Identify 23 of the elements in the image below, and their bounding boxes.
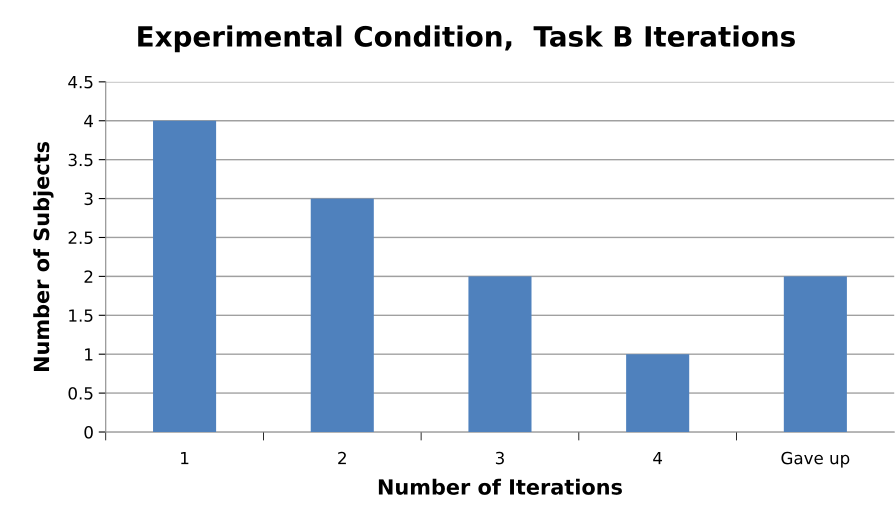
x-tick-label: 3 [496,452,504,464]
y-tick-label: 1 [85,348,92,361]
y-tick-label: 4.5 [68,76,92,88]
x-tick-label: 2 [338,452,346,464]
chart-title: Experimental Condition, Task B Iterations [138,25,795,52]
x-tick-label: Gave up [781,452,850,468]
y-tick-label: 3.5 [68,154,92,166]
y-tick-label: 2.5 [68,231,92,244]
y-tick-label: 0.5 [68,387,92,400]
bar [153,120,216,432]
y-tick-label: 3 [84,192,93,206]
bar [310,198,374,432]
bar [468,276,532,432]
y-tick-label: 1.5 [69,309,92,322]
x-tick-label: 4 [653,452,662,464]
bar [784,276,847,432]
x-axis-title: Number of Iterations [378,478,622,495]
y-tick-label: 2 [84,270,92,283]
x-tick-label: 1 [181,452,188,464]
y-axis-title: Number of Subjects [33,142,54,371]
y-tick-label: 4 [84,114,93,128]
bar [626,354,690,432]
y-tick-label: 0 [84,426,93,439]
